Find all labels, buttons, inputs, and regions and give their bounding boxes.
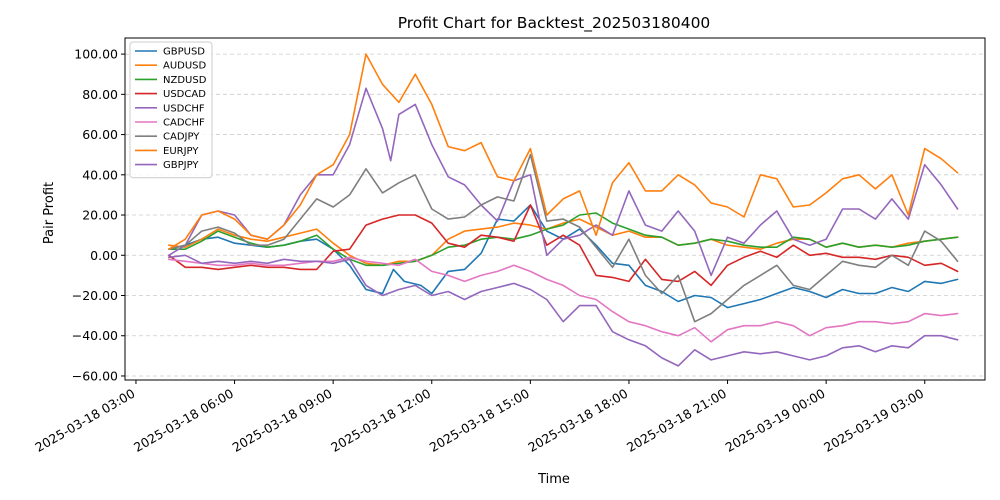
y-tick-label: 80.00 xyxy=(82,87,118,102)
legend-label-nzdusd: NZDUSD xyxy=(163,75,207,86)
y-tick-label: 40.00 xyxy=(82,167,118,182)
y-tick-label: −40.00 xyxy=(72,328,118,343)
series-line-cadjpy xyxy=(168,153,959,323)
legend-label-audusd: AUDUSD xyxy=(163,61,207,72)
y-tick-label: −60.00 xyxy=(72,368,118,383)
plot-frame xyxy=(124,37,986,381)
y-tick-label: 0.00 xyxy=(90,248,118,263)
legend-label-usdchf: USDCHF xyxy=(163,103,205,114)
legend-label-gbpusd: GBPUSD xyxy=(163,47,205,58)
legend-label-usdcad: USDCAD xyxy=(163,89,206,100)
legend-box xyxy=(129,41,213,179)
series-line-cadchf xyxy=(168,256,959,343)
legend-label-eurjpy: EURJPY xyxy=(163,146,199,157)
legend-label-gbpjpy: GBPJPY xyxy=(163,160,199,171)
y-axis-title: Pair Profit xyxy=(42,182,57,244)
series-line-nzdusd xyxy=(168,212,959,267)
legend-label-cadjpy: CADJPY xyxy=(163,132,200,143)
chart-title: Profit Chart for Backtest_202503180400 xyxy=(398,14,711,33)
legend: GBPUSD AUDUSD NZDUSD USDCAD USDCHF CADCHF CADJ… xyxy=(129,41,213,179)
y-tick-label: −20.00 xyxy=(72,288,118,303)
series-lines xyxy=(168,53,959,367)
y-tick-label: 100.00 xyxy=(74,47,118,62)
y-tick-label: 60.00 xyxy=(82,127,118,142)
series-line-gbpjpy xyxy=(168,254,959,367)
series-line-eurjpy xyxy=(168,53,959,250)
x-axis-title: Time xyxy=(537,472,570,487)
y-tick-label: 20.00 xyxy=(82,208,118,223)
series-line-usdcad xyxy=(168,204,959,287)
series-line-usdchf xyxy=(168,87,959,277)
legend-label-cadchf: CADCHF xyxy=(163,118,205,129)
gridlines xyxy=(125,53,985,377)
y-axis: −60.00 −40.00 −20.00 0.00 20.00 40.00 60.00 80.… xyxy=(72,47,125,383)
